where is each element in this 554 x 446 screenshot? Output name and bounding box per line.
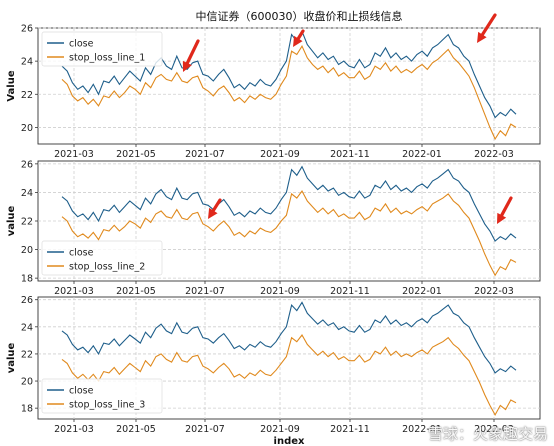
legend-box <box>41 31 163 67</box>
chart-title: 中信证券（600030）收盘价和止损线信息 <box>196 9 403 23</box>
y-tick-label: 20 <box>21 377 33 388</box>
x-tick-label: 2021-05 <box>116 424 156 435</box>
red-arrow-head <box>208 207 218 219</box>
y-axis-label: value <box>6 342 17 373</box>
red-arrow-head <box>497 212 507 224</box>
red-arrow-shaft <box>480 13 497 37</box>
legend-label: close <box>69 248 94 259</box>
y-tick-label: 24 <box>21 322 33 333</box>
x-tick-label: 2021-09 <box>260 424 300 435</box>
x-tick-label: 2022-01 <box>402 424 442 435</box>
series-line-close <box>61 165 517 242</box>
x-tick-label: 2022-03 <box>474 424 514 435</box>
red-arrow-shaft <box>211 198 222 213</box>
series-line-stop-loss-line-3 <box>61 334 517 417</box>
chart-panel-2: 18 20 22 24 26 2021-03 2021-05 2021-07 2021-09 20… <box>6 159 541 297</box>
x-tick-label: 2021-07 <box>185 149 225 160</box>
red-arrow-shaft <box>296 29 305 41</box>
x-tick-label: 2021-11 <box>330 149 370 160</box>
chart-panel-1: 20 22 24 26 2021-03 2021-05 2021-07 2021-09 2021… <box>6 9 541 160</box>
y-tick-label: 22 <box>21 217 33 228</box>
legend-box <box>41 378 163 414</box>
y-tick-label: 26 <box>21 295 33 306</box>
legend-label: close <box>69 39 94 50</box>
y-tick-label: 18 <box>21 404 33 415</box>
x-tick-label: 2021-03 <box>54 424 94 435</box>
legend-label: stop_loss_line_2 <box>69 262 145 273</box>
x-tick-label: 2022-01 <box>402 149 442 160</box>
series-line-close <box>61 29 517 119</box>
x-tick-label: 2021-03 <box>54 286 94 297</box>
legend-box <box>41 240 163 276</box>
red-arrow-head <box>182 60 192 72</box>
y-axis-label: value <box>6 205 17 236</box>
y-tick-label: 24 <box>21 57 33 68</box>
series-line-close <box>61 301 517 374</box>
y-tick-label: 20 <box>21 245 33 256</box>
red-arrow-shaft <box>500 196 513 217</box>
x-tick-label: 2021-07 <box>185 286 225 297</box>
x-tick-label: 2021-05 <box>116 286 156 297</box>
watermark: 雪球：火象趣交易 <box>427 425 548 443</box>
x-tick-label: 2021-09 <box>260 286 300 297</box>
y-tick-label: 24 <box>21 188 33 199</box>
legend-label: stop_loss_line_3 <box>69 400 145 411</box>
x-tick-label: 2022-01 <box>402 286 442 297</box>
y-tick-label: 18 <box>21 274 33 285</box>
chart-panel-3: 18 20 22 24 26 2021-03 2021-05 2021-07 2021-09 20… <box>6 295 541 446</box>
red-arrow-head <box>477 31 487 43</box>
y-tick-label: 26 <box>21 159 33 170</box>
y-tick-label: 22 <box>21 90 33 101</box>
red-arrow-head <box>293 35 303 47</box>
series-line-stop-loss-line-1 <box>61 45 517 141</box>
series-line-stop-loss-line-2 <box>61 189 517 277</box>
red-arrow-shaft <box>185 39 200 65</box>
x-tick-label: 2021-05 <box>116 149 156 160</box>
legend-label: close <box>69 386 94 397</box>
x-tick-label: 2021-11 <box>330 424 370 435</box>
x-axis-label: index <box>274 436 305 446</box>
x-tick-label: 2022-03 <box>474 149 514 160</box>
x-tick-label: 2021-03 <box>54 149 94 160</box>
plot-frame <box>37 296 541 420</box>
x-tick-label: 2021-11 <box>330 286 370 297</box>
y-tick-label: 26 <box>21 24 33 35</box>
legend-label: stop_loss_line_1 <box>69 53 145 64</box>
x-tick-label: 2021-07 <box>185 424 225 435</box>
x-tick-label: 2021-09 <box>260 149 300 160</box>
y-tick-label: 22 <box>21 349 33 360</box>
y-axis-label: Value <box>6 70 17 101</box>
x-tick-label: 2022-03 <box>474 286 514 297</box>
y-tick-label: 20 <box>21 123 33 134</box>
